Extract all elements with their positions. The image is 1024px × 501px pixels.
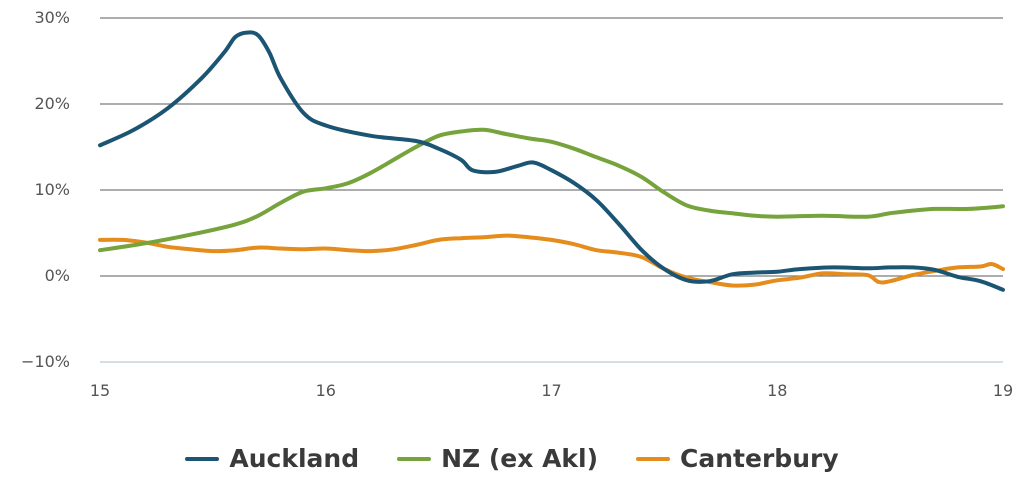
legend-label-canterbury: Canterbury (680, 444, 839, 473)
legend-item-auckland: Auckland (185, 444, 359, 473)
x-tick-label: 16 (316, 381, 336, 400)
series-line-auckland (98, 30, 1005, 292)
legend-item-nz-ex-akl: NZ (ex Akl) (397, 444, 598, 473)
y-tick-label: 20% (34, 94, 70, 113)
series-line-canterbury (98, 233, 1005, 288)
legend-item-canterbury: Canterbury (636, 444, 839, 473)
y-tick-label: −10% (21, 352, 70, 371)
legend-swatch-nz-ex-akl (397, 456, 432, 461)
gridlines (100, 17, 1003, 363)
series-line-nz-ex-akl (98, 127, 1005, 253)
legend-label-auckland: Auckland (229, 444, 360, 473)
y-tick-label: 30% (34, 8, 70, 27)
y-axis-ticks: 30% 20% 10% 0% −10% (21, 8, 70, 371)
legend-swatch-canterbury (636, 456, 671, 461)
legend-label-nz-ex-akl: NZ (ex Akl) (441, 444, 599, 473)
x-tick-label: 17 (541, 381, 561, 400)
x-axis-ticks: 15 16 17 18 19 (90, 381, 1013, 400)
series-lines (98, 30, 1005, 292)
legend-swatch-auckland (185, 456, 220, 461)
y-tick-label: 0% (45, 266, 70, 285)
x-tick-label: 18 (767, 381, 787, 400)
legend: Auckland NZ (ex Akl) Canterbury (0, 444, 1024, 473)
y-tick-label: 10% (34, 180, 70, 199)
x-tick-label: 15 (90, 381, 110, 400)
x-tick-label: 19 (993, 381, 1013, 400)
